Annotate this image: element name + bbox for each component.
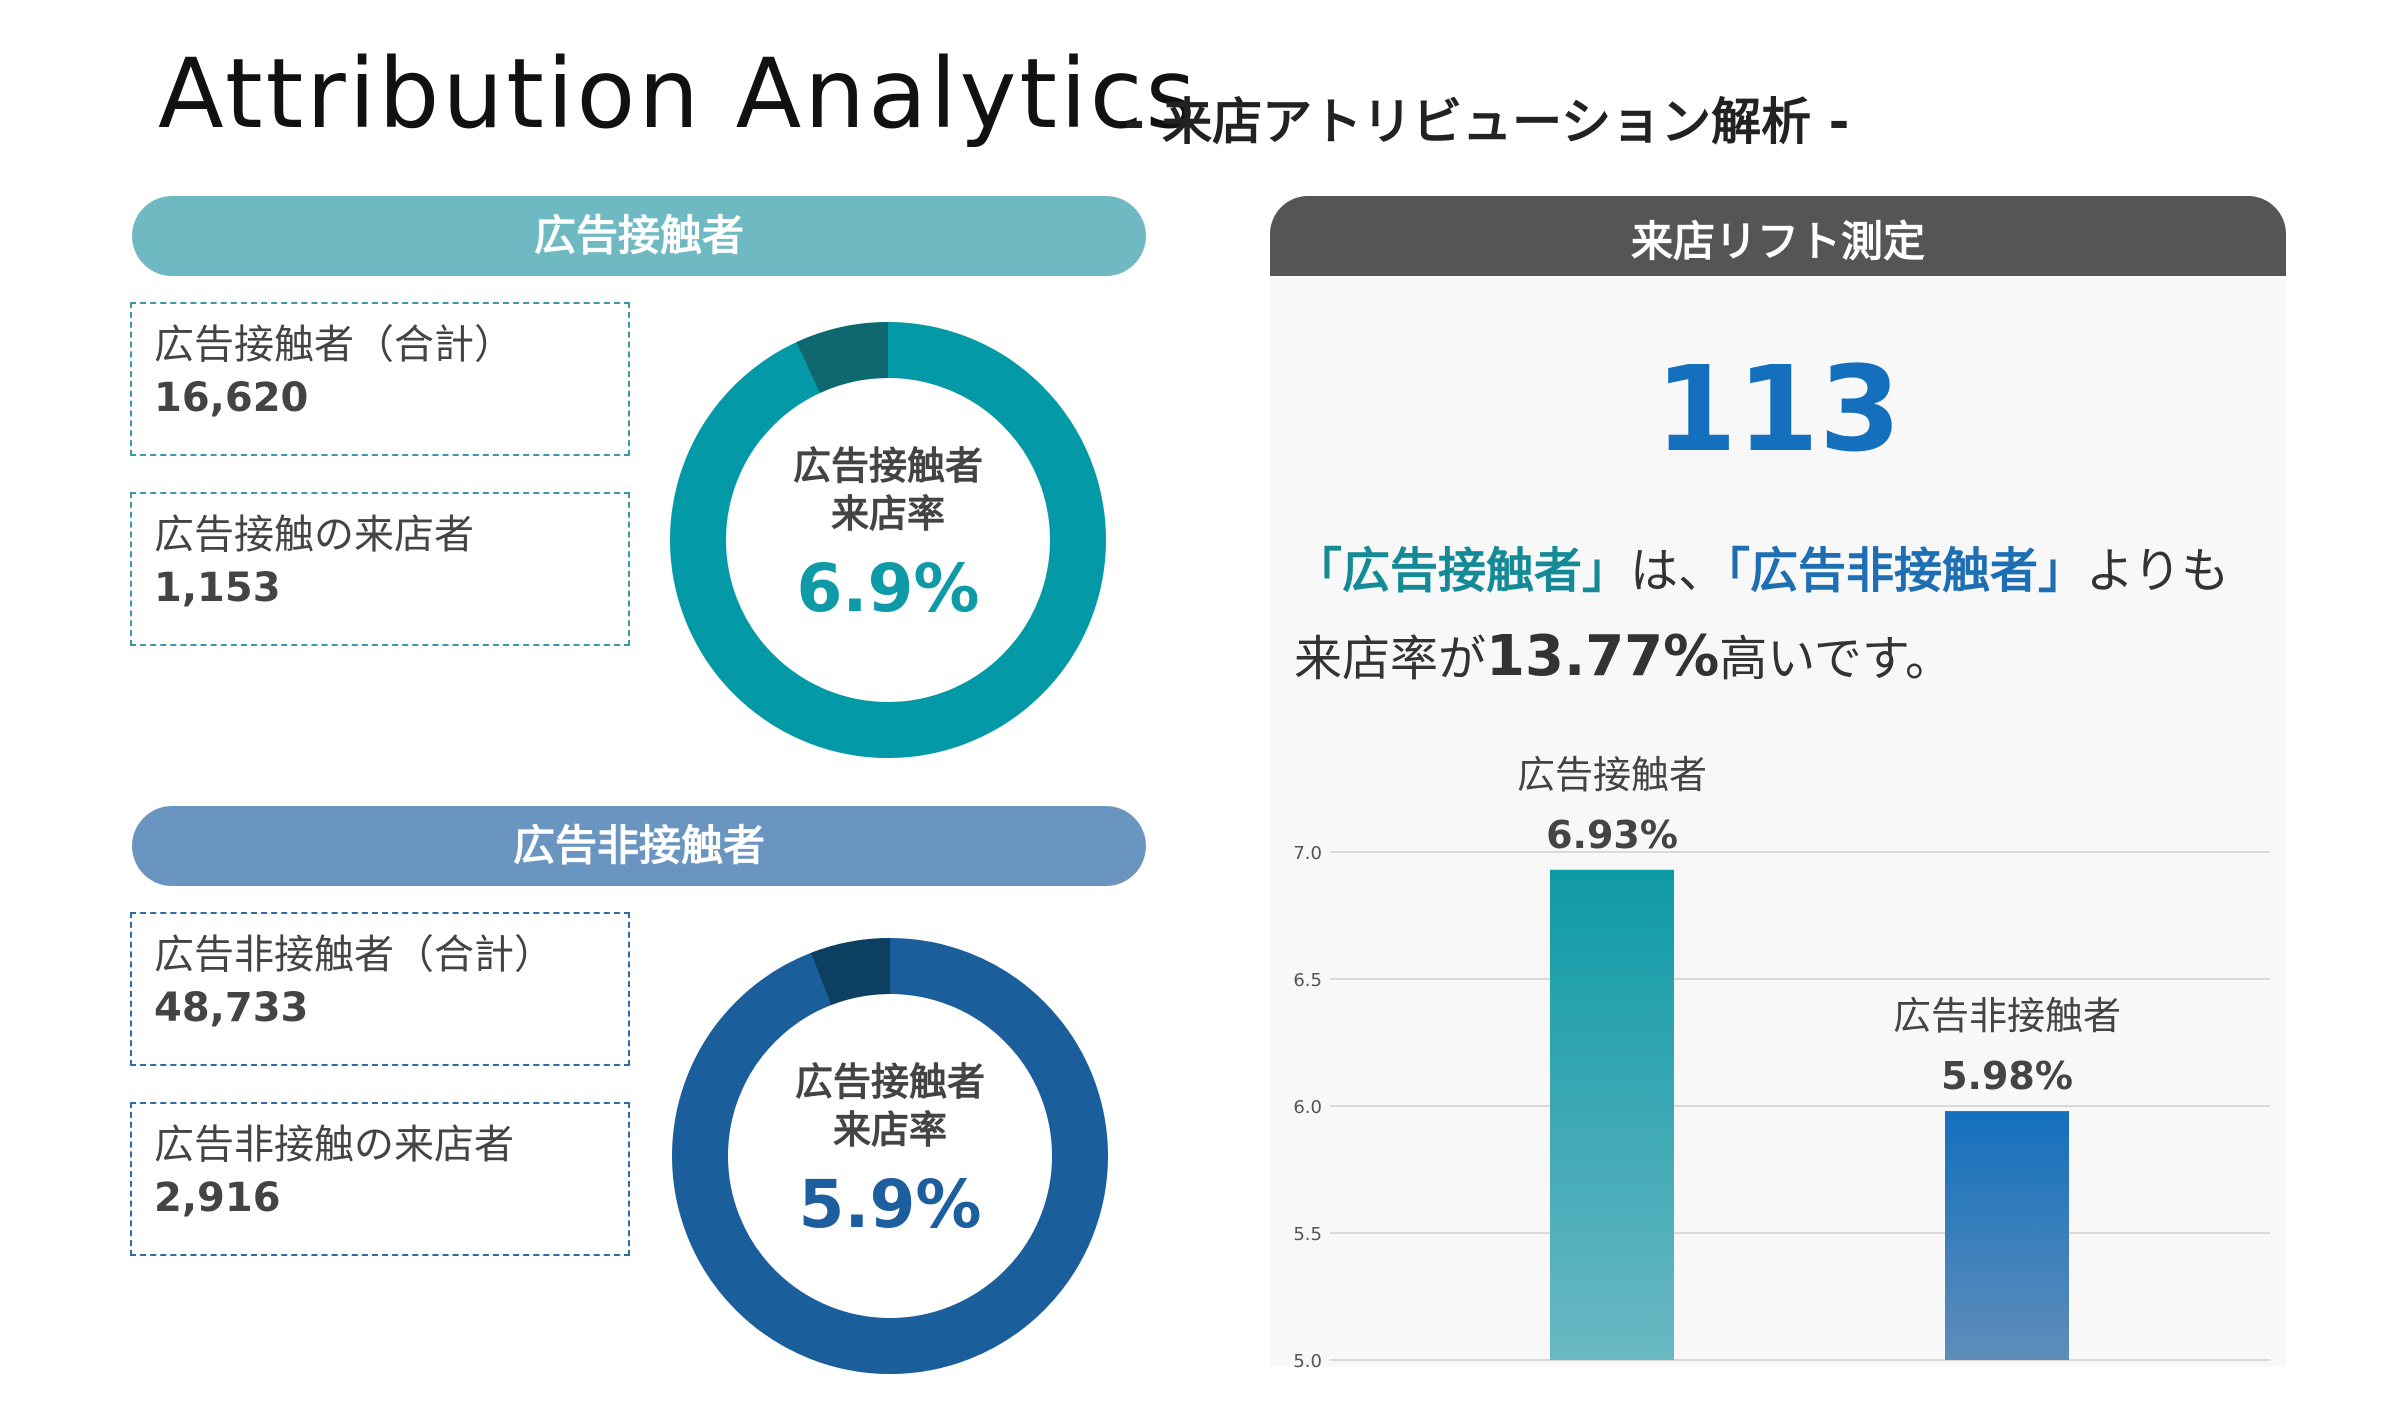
nonexposed-section-header: 広告非接触者: [132, 806, 1146, 886]
nonexposed-donut-title-line1: 広告接触者: [794, 1060, 985, 1104]
lift-section-header: 来店リフト測定: [1270, 196, 2286, 276]
nonexposed-visitors-value: 2,916: [154, 1175, 281, 1221]
nonexposed-visitors-box: 広告非接触の来店者 2,916: [130, 1102, 630, 1256]
lift-desc-mid2: よりも来店率が: [1294, 543, 2230, 687]
nonexposed-total-box: 広告非接触者（合計） 48,733: [130, 912, 630, 1066]
bar-nonexposed: [1945, 1111, 2069, 1360]
page-subtitle: - 来店アトリビューション解析 -: [1124, 93, 1850, 151]
lift-desc-mid1: は、: [1630, 543, 1727, 599]
exposed-donut-title-line1: 広告接触者: [792, 444, 983, 488]
nonexposed-total-value: 48,733: [154, 985, 309, 1031]
nonexposed-donut-chart: [672, 938, 1108, 1374]
nonexposed-visitors-label: 広告非接触の来店者: [154, 1122, 514, 1168]
page-title: Attribution Analytics: [158, 38, 1199, 150]
y-tick-label: 6.5: [1293, 970, 1322, 991]
nonexposed-donut-rate-arc: [672, 938, 1108, 1374]
bar-value-label: 5.98%: [1941, 1054, 2073, 1098]
exposed-section-header: 広告接触者: [132, 196, 1146, 276]
exposed-total-value: 16,620: [154, 375, 309, 421]
exposed-donut-rate-arc: [670, 322, 1106, 758]
lift-desc-end: 高いです。: [1719, 631, 1954, 687]
y-tick-label: 5.5: [1293, 1224, 1322, 1245]
exposed-total-box: 広告接触者（合計） 16,620: [130, 302, 630, 456]
exposed-donut-center: 広告接触者 来店率 6.9%: [728, 442, 1048, 627]
nonexposed-donut-center: 広告接触者 来店率 5.9%: [730, 1058, 1050, 1243]
bar-value-label: 6.93%: [1546, 813, 1678, 857]
exposed-rate-value: 6.9%: [796, 550, 980, 627]
y-tick-label: 5.0: [1293, 1351, 1322, 1370]
y-tick-label: 7.0: [1293, 843, 1322, 864]
exposed-visitors-value: 1,153: [154, 565, 281, 611]
lift-panel: [1270, 276, 2286, 1366]
lift-desc-nonexposed: 「広告非接触者」: [1726, 543, 2087, 599]
exposed-total-label: 広告接触者（合計）: [154, 322, 514, 368]
lift-description: 「広告接触者」は、「広告非接触者」よりも来店率が13.77%高いです。: [1294, 528, 2254, 702]
lift-desc-exposed: 「広告接触者」: [1294, 543, 1631, 599]
exposed-visitors-label: 広告接触の来店者: [154, 512, 474, 558]
lift-bar-chart: 5.0 5.5 6.0 6.5 7.0 6.93% 広告接触者 5.98% 広告非接触者: [1293, 753, 2270, 1370]
bar-category-label: 広告非接触者: [1893, 994, 2121, 1038]
lift-value: 113: [1654, 340, 1902, 478]
bar-exposed: [1550, 869, 1674, 1360]
exposed-donut-title-line2: 来店率: [830, 492, 945, 536]
exposed-donut-chart: [670, 322, 1106, 758]
exposed-visitors-box: 広告接触の来店者 1,153: [130, 492, 630, 646]
lift-desc-number: 13.77%: [1486, 624, 1720, 689]
nonexposed-rate-value: 5.9%: [798, 1166, 982, 1243]
bar-category-label: 広告接触者: [1517, 753, 1707, 797]
nonexposed-donut-title-line2: 来店率: [832, 1108, 947, 1152]
y-tick-label: 6.0: [1293, 1097, 1322, 1118]
nonexposed-total-label: 広告非接触者（合計）: [154, 932, 554, 978]
